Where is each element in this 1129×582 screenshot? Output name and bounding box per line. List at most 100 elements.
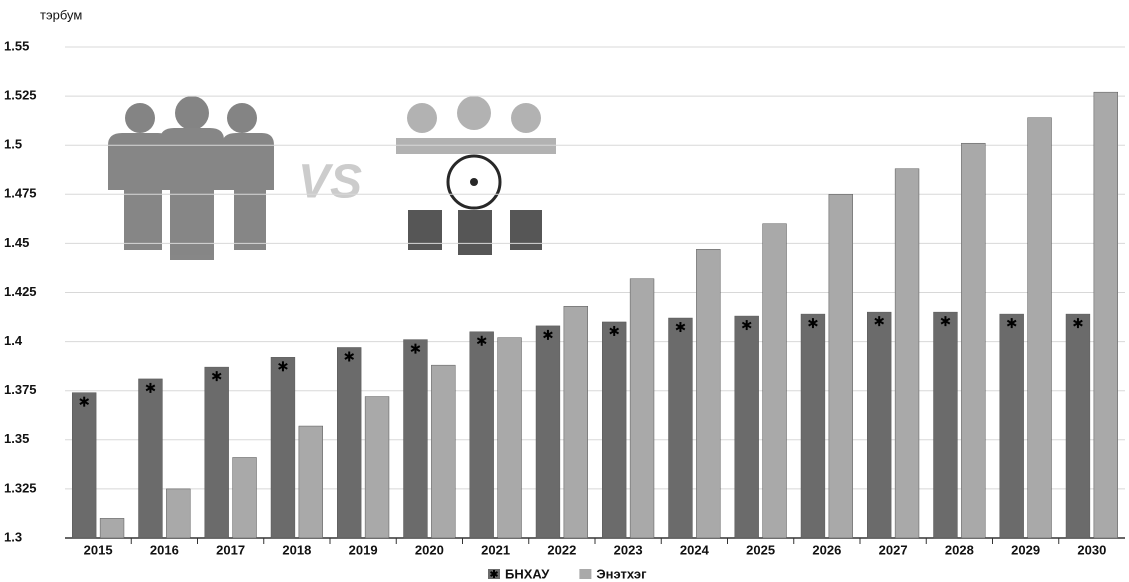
asterisk-stroke [609,327,620,335]
x-tick-label: 2023 [614,542,643,557]
x-tick-label: 2016 [150,542,179,557]
asterisk [609,325,620,336]
x-tick-label: 2025 [746,542,775,557]
y-tick-label: 1.35 [4,431,29,446]
y-tick-label: 1.375 [4,382,37,397]
bar [166,488,191,539]
x-tick-label: 2030 [1077,542,1106,557]
x-tick-label: 2021 [481,542,510,557]
asterisk [278,361,288,372]
bar [629,278,655,539]
x-tick-label: 2017 [216,542,245,557]
asterisk-stroke [344,353,355,360]
bar [867,311,892,539]
asterisk-stroke [79,398,90,406]
asterisk-stroke [543,331,553,339]
bar [602,321,627,539]
legend-label: Энэтхэг [596,566,647,581]
bar [232,457,257,539]
x-tick-label: 2015 [84,542,113,557]
y-tick-label: 1.5 [4,137,22,152]
bar [1027,117,1052,539]
bar [337,347,362,539]
asterisk [490,570,498,578]
asterisk [874,316,885,327]
asterisk-stroke [808,319,818,327]
bar [138,378,163,539]
bar [72,392,97,539]
bar [204,366,229,539]
asterisk-stroke [211,372,222,380]
y-tick-label: 1.4 [4,333,23,348]
asterisk [675,322,686,333]
asterisk-stroke [490,571,498,577]
bar [298,425,323,539]
y-axis-label: тэрбум [40,7,82,22]
bar [734,315,759,539]
x-tick-label: 2027 [879,542,908,557]
bar [933,311,958,539]
asterisk-stroke [278,362,288,370]
x-tick-label: 2022 [547,542,576,557]
asterisk [79,396,90,407]
asterisk-stroke [410,345,421,353]
y-tick-label: 1.325 [4,480,37,495]
asterisk-stroke [476,337,487,345]
bar [99,518,125,539]
asterisk-stroke [145,384,156,392]
bar [563,305,588,539]
bar [469,331,494,539]
asterisk [410,343,421,354]
asterisk [476,335,487,346]
asterisk [344,351,355,362]
x-tick-label: 2018 [282,542,311,557]
bar [961,142,986,539]
legend-swatch [579,569,592,579]
asterisk [543,329,553,340]
bar [894,168,920,539]
x-tick-label: 2024 [680,542,710,557]
asterisk-stroke [1073,319,1083,327]
bar [535,325,561,539]
x-tick-label: 2029 [1011,542,1040,557]
asterisk [145,382,156,393]
bar [828,194,853,539]
bar [364,396,390,539]
asterisk [808,318,818,329]
bar [800,313,826,539]
y-tick-label: 1.55 [4,38,29,53]
asterisk-stroke [741,321,752,329]
bar [1065,313,1091,539]
asterisk [1073,318,1083,329]
vs-annotation: VS [298,156,362,209]
bar [696,249,721,539]
illustration [108,96,564,260]
bar [1093,91,1118,539]
asterisk [211,371,222,382]
x-tick-label: 2028 [945,542,974,557]
asterisk-stroke [940,317,951,325]
asterisk-stroke [675,323,686,331]
asterisk [1006,318,1017,329]
asterisk [741,320,752,331]
y-tick-label: 1.45 [4,235,29,250]
x-tick-label: 2020 [415,542,444,557]
bar [497,337,522,539]
asterisk [940,316,951,327]
bar [762,223,787,539]
bar [668,317,693,539]
asterisk-stroke [1006,319,1017,327]
asterisk-stroke [874,317,885,325]
bar [999,313,1024,539]
y-tick-label: 1.425 [4,284,37,299]
legend-label: БНХАУ [505,566,550,581]
x-tick-label: 2026 [812,542,841,557]
y-tick-label: 1.3 [4,529,22,544]
y-tick-label: 1.525 [4,88,37,103]
bar [431,364,456,539]
x-tick-label: 2019 [349,542,378,557]
bar [270,357,296,539]
bar [403,339,428,539]
y-tick-label: 1.475 [4,186,37,201]
